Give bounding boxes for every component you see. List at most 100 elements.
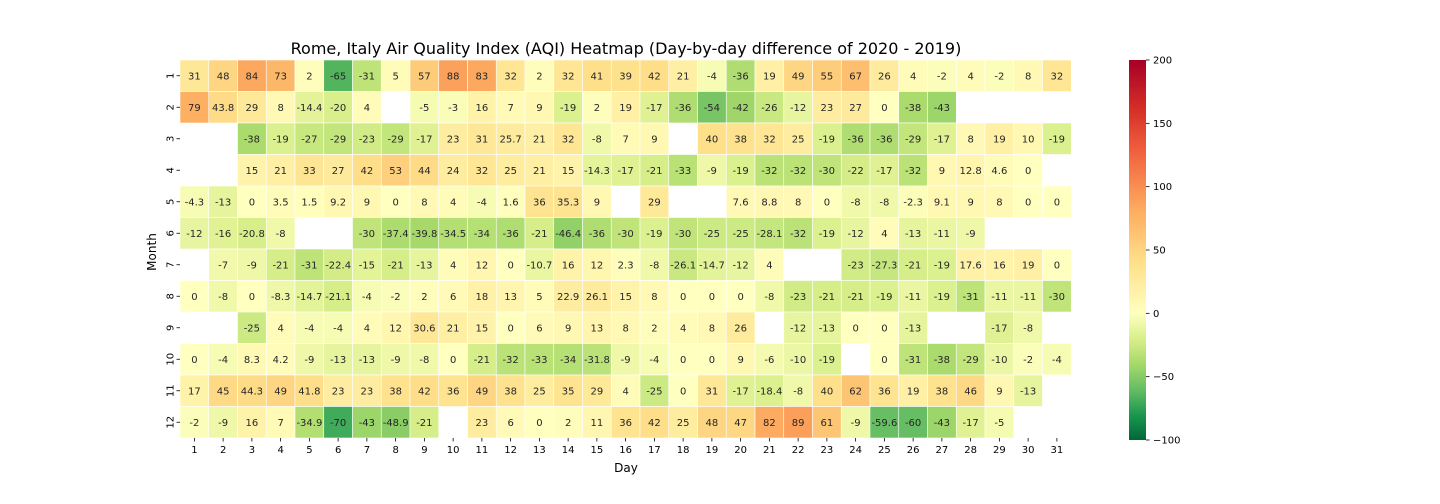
y-axis-label: Month <box>145 233 159 271</box>
cell-label: 57 <box>418 71 431 82</box>
x-tick-label: 19 <box>706 445 719 456</box>
heatmap-cell <box>237 406 267 439</box>
heatmap-cell <box>840 185 871 218</box>
cell-label: 15 <box>246 166 259 177</box>
heatmap-cell <box>352 280 382 313</box>
cell-label: 9 <box>594 197 600 208</box>
heatmap-cell <box>323 406 353 439</box>
heatmap-cell <box>294 185 325 218</box>
cell-label: -19 <box>819 355 835 366</box>
cell-label: 5 <box>536 292 542 303</box>
heatmap-cell <box>840 311 871 344</box>
heatmap-cell <box>352 343 382 376</box>
heatmap-cell <box>812 122 842 155</box>
heatmap-cell <box>840 91 871 124</box>
cell-label: -65 <box>330 71 346 82</box>
y-tick-label: 7 <box>166 262 177 268</box>
heatmap-cell <box>352 217 382 250</box>
heatmap-cell <box>610 280 641 313</box>
cell-label: 0 <box>191 355 197 366</box>
heatmap-cell <box>984 122 1015 155</box>
cell-label: -32 <box>761 166 777 177</box>
x-tick-label: 4 <box>277 445 283 456</box>
cell-label: -29 <box>387 134 403 145</box>
heatmap-cell <box>553 185 583 218</box>
cell-label: 15 <box>476 323 489 334</box>
cell-label: 36 <box>447 386 460 397</box>
heatmap-cell <box>639 185 670 218</box>
cell-label: -4 <box>304 323 314 334</box>
cell-label: -19 <box>1049 134 1065 145</box>
colorbar-tick-label: 50 <box>1153 246 1166 257</box>
cell-label: -10 <box>790 355 806 366</box>
x-tick-label: 11 <box>476 445 489 456</box>
cell-label: 9 <box>939 166 945 177</box>
heatmap-cell <box>467 122 497 155</box>
cell-label: -17 <box>962 418 978 429</box>
cell-label: 0 <box>450 355 456 366</box>
heatmap-cell <box>840 406 871 439</box>
heatmap-cell <box>754 91 785 124</box>
cell-label: -30 <box>675 229 691 240</box>
heatmap-cell <box>840 154 871 187</box>
cell-label: 38 <box>504 386 517 397</box>
cell-label: 2 <box>565 418 571 429</box>
cell-label: 36 <box>619 418 632 429</box>
cell-label: -25 <box>732 229 748 240</box>
cell-label: 40 <box>821 386 834 397</box>
heatmap-cell <box>352 374 382 407</box>
cell-label: -2.3 <box>903 197 923 208</box>
cell-label: 45 <box>217 386 230 397</box>
cell-label: -11 <box>905 292 921 303</box>
cell-label: 32 <box>476 166 489 177</box>
heatmap-cell <box>524 248 555 281</box>
heatmap-cell <box>783 59 813 92</box>
cell-label: 2 <box>306 71 312 82</box>
cell-label: 0 <box>881 355 887 366</box>
heatmap-cell <box>984 185 1015 218</box>
heatmap-cell <box>840 217 871 250</box>
heatmap-cell <box>639 122 670 155</box>
heatmap-cell <box>524 311 555 344</box>
cell-label: -8 <box>592 134 602 145</box>
cell-label: 29 <box>648 197 661 208</box>
cell-label: 38 <box>389 386 402 397</box>
cell-label: -32 <box>790 229 806 240</box>
heatmap-cell <box>380 59 411 92</box>
heatmap-cell <box>927 122 957 155</box>
cell-label: -26.1 <box>670 260 696 271</box>
cell-label: -4.3 <box>185 197 205 208</box>
heatmap-cell <box>869 343 900 376</box>
cell-label: -43 <box>934 418 950 429</box>
heatmap-cell <box>725 59 756 92</box>
cell-label: 36 <box>878 386 891 397</box>
y-tick-label: 4 <box>166 167 177 173</box>
cell-label: 0 <box>1054 260 1060 271</box>
cell-label: 73 <box>274 71 287 82</box>
cell-label: 89 <box>792 418 805 429</box>
cell-label: 82 <box>763 418 776 429</box>
cell-label: 21 <box>533 166 546 177</box>
cell-label: 5 <box>392 71 398 82</box>
cell-label: -19 <box>819 134 835 145</box>
cell-label: -4 <box>477 197 487 208</box>
heatmap-cell <box>553 154 583 187</box>
cell-label: 16 <box>476 103 489 114</box>
cell-label: -21 <box>646 166 662 177</box>
cell-label: 4 <box>450 260 456 271</box>
heatmap-cell <box>495 122 526 155</box>
heatmap-cell <box>582 311 612 344</box>
cell-label: 9 <box>651 134 657 145</box>
cell-label: 8 <box>967 134 973 145</box>
cell-label: -9 <box>851 418 861 429</box>
cell-label: 42 <box>418 386 431 397</box>
heatmap-cell <box>438 217 468 250</box>
cell-label: -31 <box>905 355 921 366</box>
cell-label: -36 <box>675 103 691 114</box>
x-axis-ticks: 1 2 3 4 5 6 7 8 9 10 11 12 13 14 15 16 17 18 19 20 21 22 23 24 2… <box>191 438 1063 456</box>
cell-label: -25 <box>704 229 720 240</box>
cell-label: 15 <box>562 166 575 177</box>
cell-label: 16 <box>993 260 1006 271</box>
heatmap-cell <box>668 406 698 439</box>
cell-label: 42 <box>648 71 661 82</box>
